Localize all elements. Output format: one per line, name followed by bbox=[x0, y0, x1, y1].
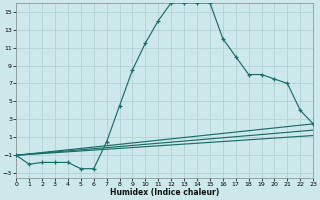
X-axis label: Humidex (Indice chaleur): Humidex (Indice chaleur) bbox=[110, 188, 219, 197]
